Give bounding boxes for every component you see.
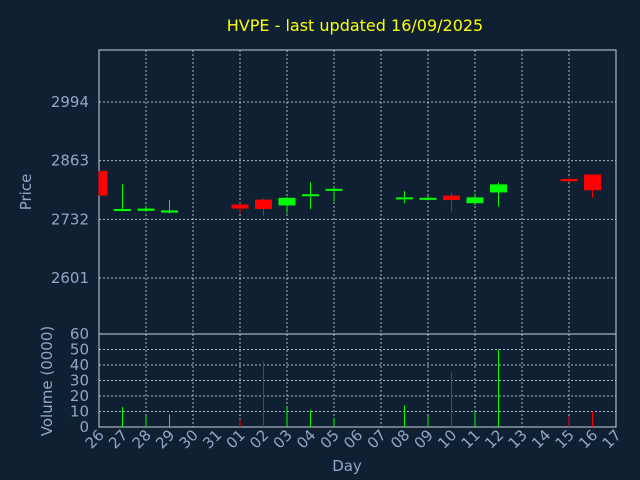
candle-body bbox=[584, 174, 601, 191]
x-tick-label: 12 bbox=[481, 426, 507, 452]
volume-frame bbox=[98, 333, 617, 428]
price-tick-label: 2863 bbox=[51, 152, 89, 170]
price-tick-label: 2994 bbox=[51, 93, 89, 111]
x-axis-label: Day bbox=[332, 457, 362, 475]
volume-axis-label: Volume (0000) bbox=[38, 326, 56, 436]
candle-body bbox=[419, 197, 437, 200]
price-tick-label: 2732 bbox=[51, 210, 89, 228]
candle-body bbox=[99, 170, 108, 196]
candle-body bbox=[137, 208, 155, 211]
candle-body bbox=[466, 197, 484, 204]
x-tick-label: 29 bbox=[152, 426, 178, 452]
x-tick-label: 06 bbox=[340, 426, 366, 452]
x-tick-label: 30 bbox=[176, 426, 202, 452]
x-tick-label: 08 bbox=[387, 426, 413, 452]
price-frame bbox=[98, 49, 617, 335]
x-tick-label: 04 bbox=[293, 426, 319, 452]
x-tick-label: 02 bbox=[246, 426, 272, 452]
volume-tick-label: 20 bbox=[70, 387, 89, 405]
x-tick-label: 11 bbox=[458, 426, 484, 452]
candle-body bbox=[278, 197, 296, 206]
price-tick-label: 2601 bbox=[51, 269, 89, 287]
x-tick-label: 07 bbox=[364, 426, 390, 452]
x-tick-label: 09 bbox=[411, 426, 437, 452]
x-tick-label: 27 bbox=[105, 426, 131, 452]
candle-body bbox=[325, 188, 343, 191]
candle-body bbox=[490, 184, 507, 193]
x-tick-label: 01 bbox=[223, 426, 249, 452]
candle-body bbox=[396, 197, 413, 200]
candle-body bbox=[114, 209, 131, 212]
x-tick-label: 16 bbox=[575, 426, 601, 452]
candle-body bbox=[255, 199, 272, 210]
x-tick-label: 05 bbox=[317, 426, 343, 452]
x-tick-label: 17 bbox=[599, 426, 625, 452]
volume-tick-label: 10 bbox=[70, 403, 89, 421]
x-tick-label: 03 bbox=[270, 426, 296, 452]
price-panel: 2601 2732 2863 2994 bbox=[51, 49, 617, 335]
chart-title: HVPE - last updated 16/09/2025 bbox=[227, 16, 483, 35]
x-tick-label: 13 bbox=[505, 426, 531, 452]
x-tick-label: 15 bbox=[552, 426, 578, 452]
volume-tick-label: 30 bbox=[70, 372, 89, 390]
x-tick-label: 31 bbox=[199, 426, 225, 452]
volume-tick-label: 0 bbox=[79, 418, 89, 436]
volume-tick-label: 40 bbox=[70, 356, 89, 374]
x-tick-label: 14 bbox=[528, 426, 554, 452]
candle-body bbox=[443, 195, 460, 201]
x-tick-label: 28 bbox=[129, 426, 155, 452]
candle-body bbox=[231, 204, 249, 209]
volume-tick-label: 60 bbox=[70, 325, 89, 343]
candle-body bbox=[560, 179, 578, 182]
candle-body bbox=[302, 194, 319, 197]
candle-body bbox=[161, 210, 178, 213]
price-axis-label: Price bbox=[17, 174, 35, 211]
x-tick-label: 10 bbox=[434, 426, 460, 452]
x-axis: 2627282930310102030405060708091011121314… bbox=[82, 426, 625, 452]
volume-tick-label: 50 bbox=[70, 341, 89, 359]
